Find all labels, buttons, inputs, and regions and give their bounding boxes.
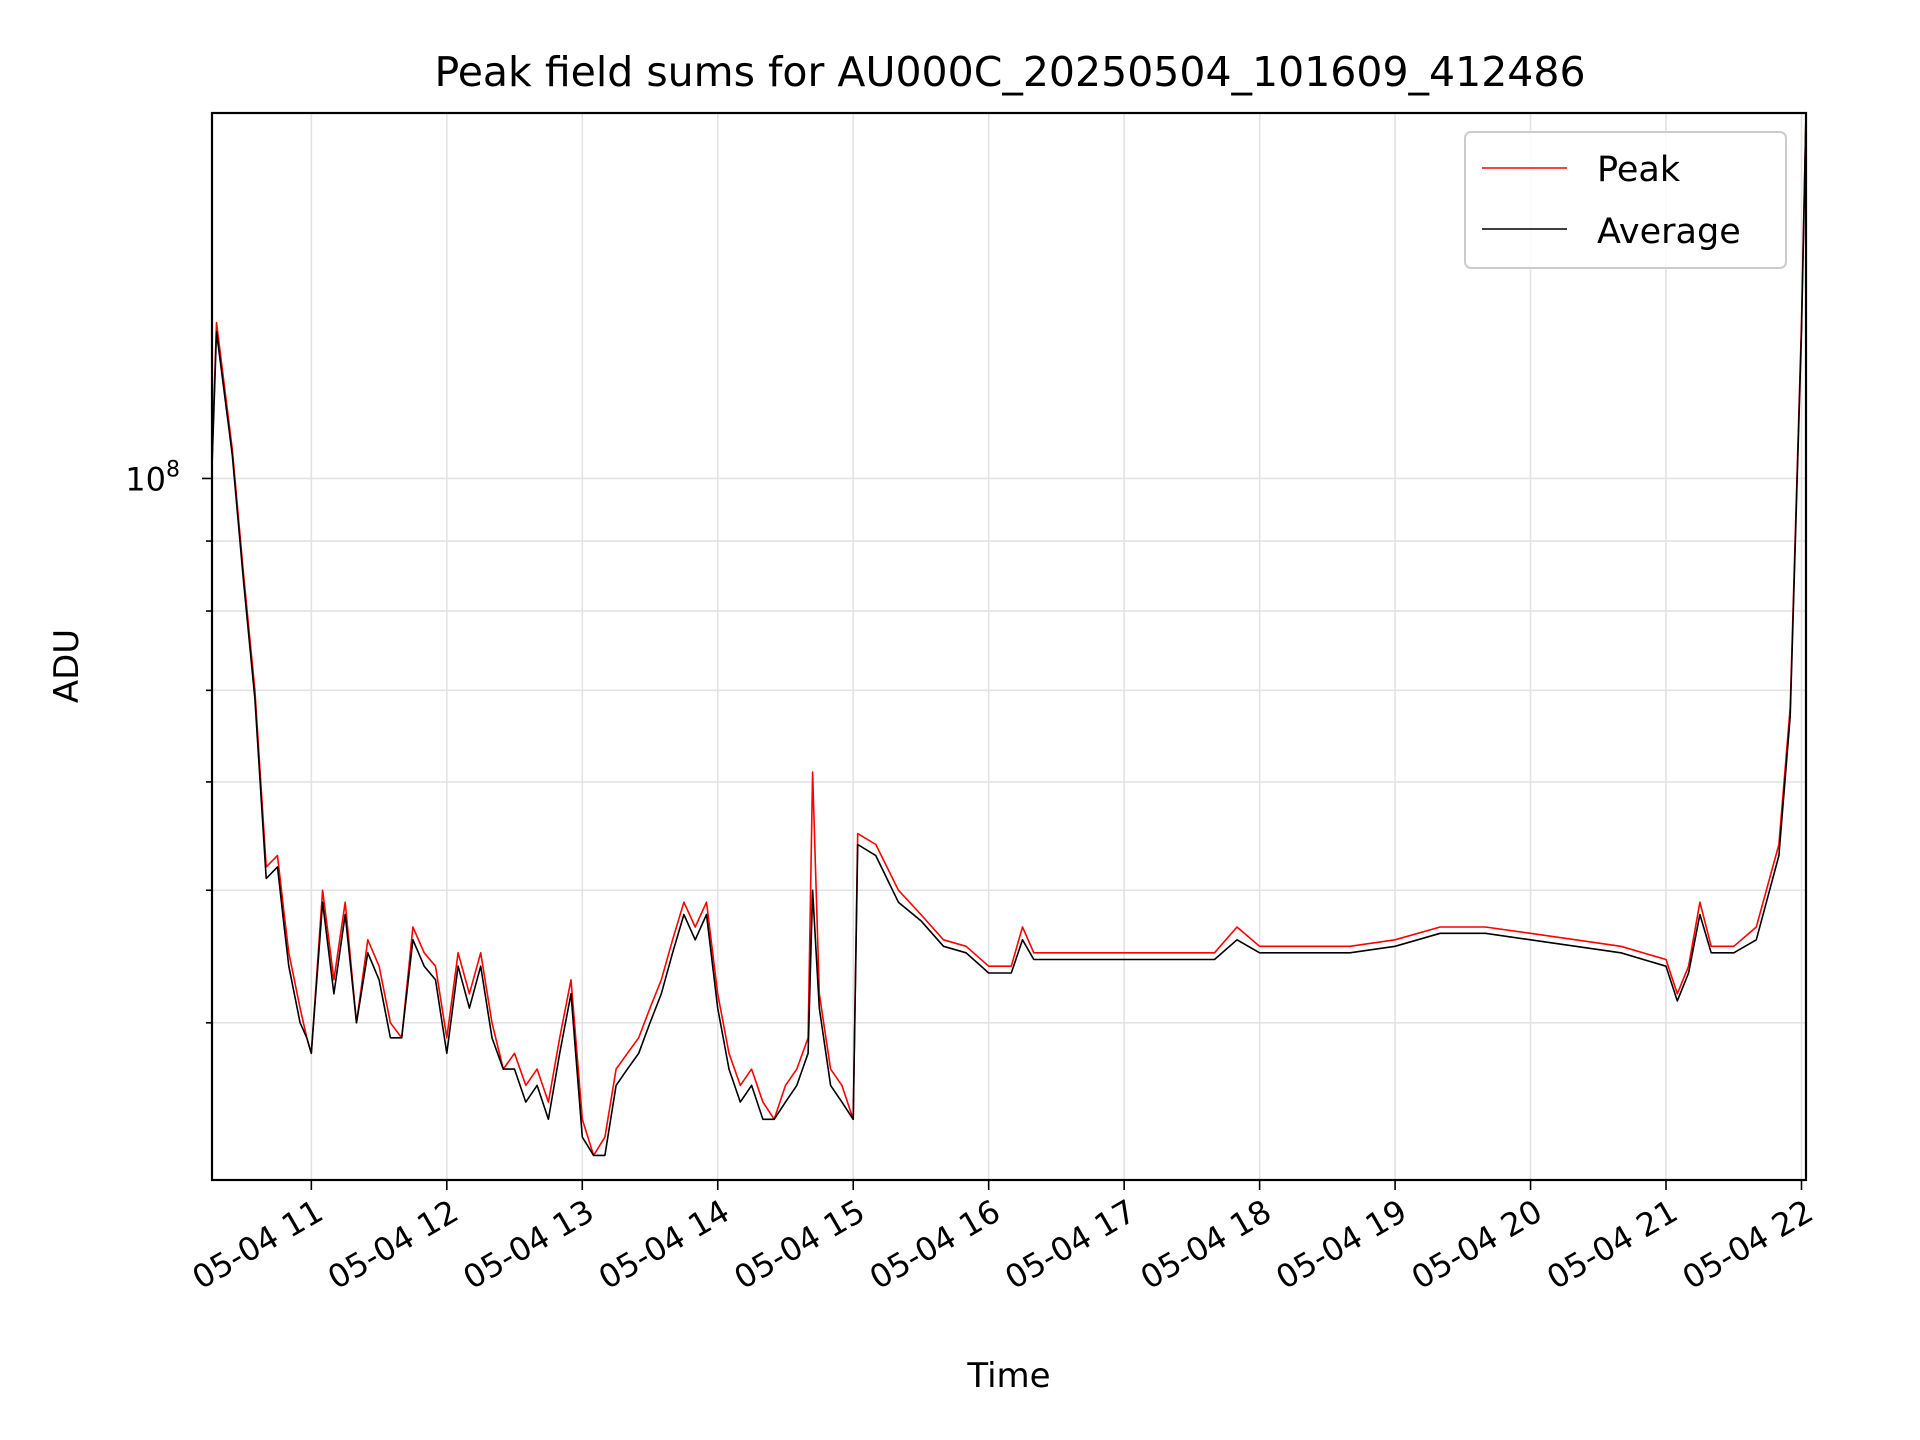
series-line-peak [211,112,1807,1157]
series-line-average [211,112,1807,1157]
legend: Peak Average [1464,131,1787,269]
plot-frame [210,111,1808,1182]
x-axis-label: Time [966,1356,1050,1396]
chart-title: Peak field sums for AU000C_20250504_1016… [434,48,1585,96]
y-axis-label: ADU [47,629,87,703]
legend-label-peak: Peak [1597,150,1681,190]
legend-label-average: Average [1597,212,1741,252]
legend-box [1464,131,1787,269]
y-tick-label: 108 [125,457,180,498]
series-layer [211,112,1807,1157]
y-axis: 108 [125,457,212,1024]
